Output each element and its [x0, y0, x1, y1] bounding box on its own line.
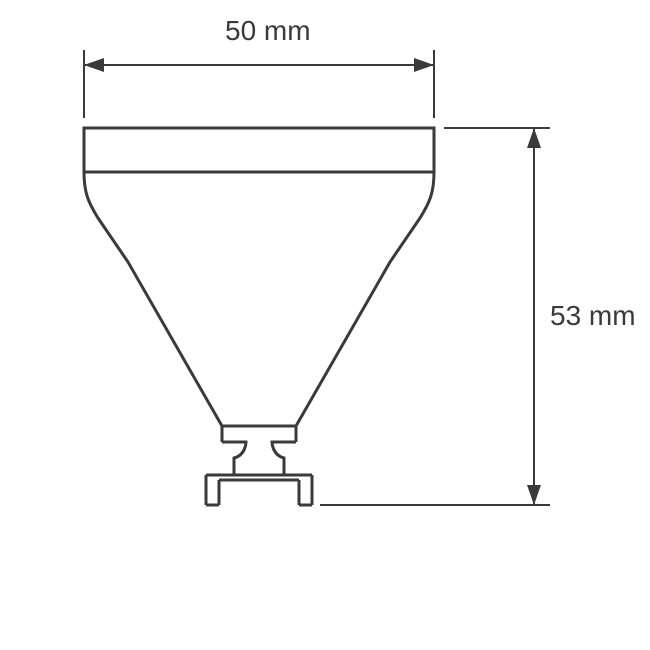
width-dimension: 50 mm: [84, 15, 434, 118]
bulb-face: [84, 128, 434, 172]
arrow-down-icon: [527, 485, 541, 505]
height-dimension: 53 mm: [320, 128, 636, 505]
bulb-dimension-diagram: 50 mm 53 mm: [0, 0, 650, 650]
arrow-right-icon: [414, 58, 434, 72]
bulb-body-right: [296, 172, 434, 426]
collar-right: [272, 442, 296, 475]
width-label: 50 mm: [225, 15, 311, 46]
bulb-outline: [84, 128, 434, 505]
arrow-left-icon: [84, 58, 104, 72]
collar-left: [222, 442, 246, 475]
bulb-body-left: [84, 172, 222, 426]
height-label: 53 mm: [550, 300, 636, 331]
arrow-up-icon: [527, 128, 541, 148]
